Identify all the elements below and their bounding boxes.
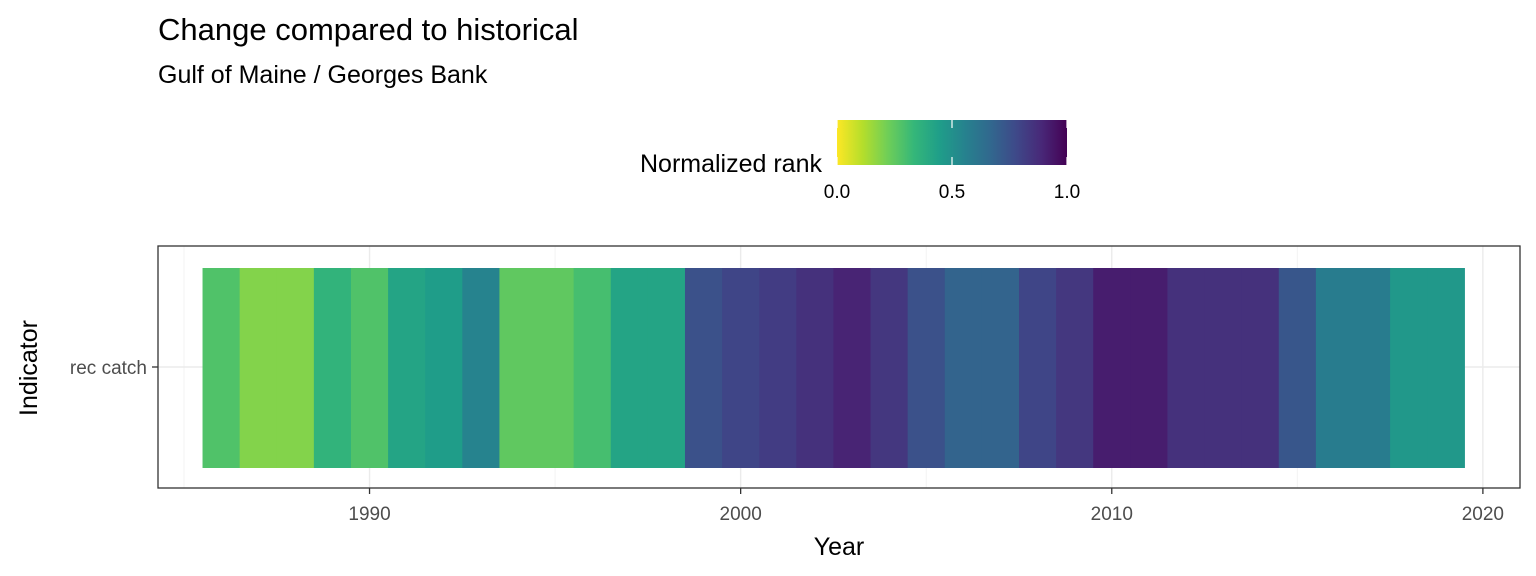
heatmap-tile <box>350 268 389 468</box>
x-tick-label: 2010 <box>1091 504 1133 525</box>
legend-title: Normalized rank <box>640 150 823 178</box>
heatmap-tile <box>499 268 538 468</box>
heatmap-tile <box>647 268 686 468</box>
heatmap-tile <box>239 268 278 468</box>
heatmap-tile <box>907 268 946 468</box>
heatmap-tile <box>870 268 909 468</box>
heatmap-tile <box>1390 268 1428 468</box>
heatmap-tile <box>796 268 835 468</box>
heatmap-tile <box>1278 268 1317 468</box>
heatmap-tile <box>536 268 575 468</box>
heatmap-tile <box>1315 268 1354 468</box>
heatmap-tile <box>1056 268 1094 468</box>
y-tick-label: rec catch <box>70 358 147 379</box>
x-tick-label: 1990 <box>348 504 390 525</box>
heatmap-tile <box>1093 268 1131 468</box>
heatmap-tile <box>759 268 797 468</box>
heatmap-tile <box>276 268 315 468</box>
heatmap-tile <box>425 268 463 468</box>
x-tick-label: 2000 <box>720 504 762 525</box>
heatmap-tile <box>684 268 723 468</box>
heatmap-tile <box>981 268 1020 468</box>
heatmap-tile <box>462 268 501 468</box>
legend-tick-label: 0.0 <box>824 182 850 203</box>
heatmap-tile <box>1167 268 1206 468</box>
heatmap-tile <box>722 268 760 468</box>
heatmap-tile <box>1241 268 1280 468</box>
heatmap-tile <box>1427 268 1465 468</box>
heatmap-tile <box>1352 268 1391 468</box>
heatmap-tile <box>1130 268 1169 468</box>
y-axis-label: Indicator <box>15 320 43 416</box>
heatmap-tile <box>573 268 612 468</box>
x-axis-label: Year <box>814 533 865 561</box>
legend-tick-label: 1.0 <box>1054 182 1080 203</box>
heatmap-tile <box>610 268 649 468</box>
heatmap-tile <box>833 268 872 468</box>
chart-title: Change compared to historical <box>158 12 579 47</box>
plot-panel: 1990 2000 2010 2020 rec catch <box>70 245 1521 525</box>
chart-subtitle: Gulf of Maine / Georges Bank <box>158 61 488 89</box>
x-tick-label: 2020 <box>1462 504 1504 525</box>
legend-tick-label: 0.5 <box>939 182 965 203</box>
heatmap-tile <box>944 268 983 468</box>
legend: Normalized rank 0.0 0.5 1.0 <box>640 120 1080 203</box>
heatmap-tile <box>1018 268 1057 468</box>
heatmap-tile <box>388 268 426 468</box>
heatmap-tile <box>202 268 241 468</box>
heatmap-tile <box>1204 268 1243 468</box>
heatmap-tile <box>313 268 352 468</box>
